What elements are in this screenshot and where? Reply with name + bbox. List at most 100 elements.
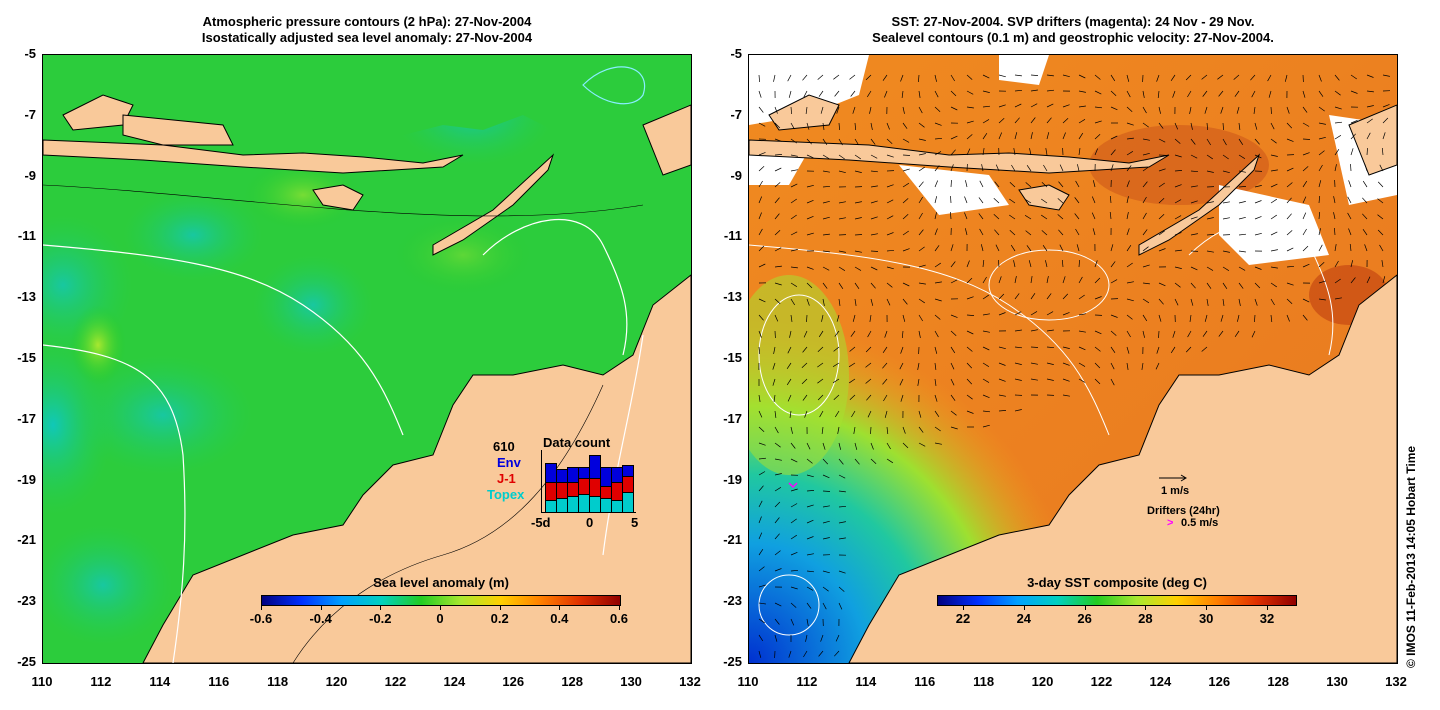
velocity-arrow: [1075, 180, 1080, 188]
velocity-arrow: [1024, 215, 1032, 220]
velocity-arrow: [1382, 276, 1386, 284]
velocity-arrow: [1254, 122, 1258, 130]
velocity-arrow: [790, 282, 798, 287]
velocity-arrow: [838, 458, 844, 465]
colorbar-tick-label: 32: [1259, 611, 1275, 626]
velocity-arrow: [790, 214, 797, 220]
velocity-arrow: [1170, 74, 1176, 81]
velocity-arrow: [1206, 201, 1214, 204]
velocity-arrow: [1218, 90, 1224, 97]
velocity-arrow: [801, 362, 808, 369]
velocity-arrow: [934, 346, 938, 354]
velocity-arrow: [901, 90, 904, 98]
velocity-arrow: [786, 378, 792, 386]
colorbar-tick: [380, 606, 382, 610]
velocity-arrow: [1094, 148, 1099, 156]
velocity-arrow: [1174, 232, 1182, 236]
velocity-arrow: [1110, 74, 1116, 82]
velocity-arrow: [1046, 378, 1054, 381]
velocity-arrow: [902, 198, 909, 204]
velocity-arrow: [838, 266, 846, 271]
velocity-arrow: [995, 164, 1000, 172]
velocity-arrow: [1286, 138, 1294, 142]
velocity-arrow: [1220, 314, 1224, 322]
velocity-arrow: [1078, 119, 1086, 124]
velocity-arrow: [802, 394, 808, 401]
velocity-arrow: [1142, 138, 1150, 141]
velocity-arrow: [901, 330, 904, 339]
y-tick-label: -15: [17, 350, 36, 365]
velocity-arrow: [1142, 314, 1148, 322]
velocity-arrow: [902, 248, 910, 252]
velocity-arrow: [1190, 233, 1198, 236]
colorbar-tick: [1206, 606, 1208, 610]
velocity-arrow: [1318, 180, 1322, 188]
velocity-arrow: [1190, 122, 1193, 130]
y-tick-label: -23: [17, 593, 36, 609]
velocity-arrow: [1349, 243, 1352, 252]
velocity-arrow: [790, 488, 798, 492]
velocity-arrow: [838, 474, 846, 479]
velocity-arrow: [865, 74, 872, 81]
velocity-arrow: [982, 394, 990, 399]
velocity-arrow: [867, 410, 872, 418]
velocity-arrow: [1382, 132, 1386, 140]
velocity-arrow: [1142, 330, 1145, 338]
velocity-arrow: [837, 426, 840, 434]
velocity-arrow: [1091, 212, 1096, 220]
velocity-arrow: [1350, 277, 1356, 284]
velocity-arrow: [1074, 197, 1080, 204]
velocity-arrow: [882, 346, 888, 353]
velocity-arrow: [1030, 311, 1038, 316]
velocity-arrow: [774, 182, 781, 188]
velocity-arrow: [1222, 201, 1230, 204]
velocity-arrow: [1286, 265, 1295, 268]
drifters-label: Drifters (24hr): [1147, 505, 1220, 517]
velocity-arrow: [902, 214, 909, 220]
velocity-arrow: [838, 122, 840, 131]
velocity-arrow: [998, 394, 1006, 397]
velocity-arrow: [1350, 74, 1357, 80]
velocity-arrow: [790, 266, 798, 269]
velocity-arrow: [950, 330, 957, 336]
velocity-arrow: [1014, 409, 1022, 412]
velocity-arrow: [918, 153, 926, 156]
velocity-arrow: [1222, 170, 1230, 174]
velocity-arrow: [866, 394, 872, 401]
velocity-arrow: [1172, 90, 1176, 98]
velocity-arrow: [883, 394, 888, 402]
velocity-arrow: [822, 154, 830, 159]
y-tick-label: -25: [723, 654, 742, 669]
velocity-arrow: [834, 90, 840, 97]
velocity-arrow: [1158, 138, 1166, 143]
velocity-arrow: [834, 650, 840, 657]
velocity-arrow: [966, 330, 974, 335]
velocity-arrow: [1026, 245, 1032, 252]
velocity-arrow: [966, 277, 973, 284]
velocity-arrow: [966, 260, 970, 268]
velocity-arrow: [838, 537, 846, 540]
velocity-scale-label: 1 m/s: [1161, 485, 1190, 497]
x-tick-label: 114: [855, 674, 877, 689]
velocity-arrow: [1234, 90, 1240, 97]
velocity-arrow: [787, 346, 792, 354]
velocity-arrow: [886, 442, 891, 450]
velocity-arrow: [1270, 249, 1278, 252]
velocity-arrow: [1024, 199, 1032, 204]
velocity-arrow: [854, 122, 857, 131]
velocity-arrow: [1270, 169, 1278, 172]
velocity-arrow: [1077, 164, 1080, 172]
velocity-arrow: [1334, 278, 1341, 284]
velocity-arrow: [1010, 244, 1016, 252]
velocity-arrow: [822, 520, 830, 524]
velocity-arrow: [1222, 122, 1224, 131]
velocity-arrow: [822, 442, 826, 450]
velocity-arrow: [934, 378, 937, 386]
velocity-arrow: [1366, 90, 1374, 93]
histogram-bar-j1: [622, 475, 634, 493]
velocity-arrow: [1041, 181, 1048, 188]
velocity-arrow: [1078, 105, 1086, 108]
velocity-arrow: [758, 263, 766, 268]
velocity-arrow: [835, 634, 840, 642]
velocity-arrow: [1110, 261, 1116, 268]
